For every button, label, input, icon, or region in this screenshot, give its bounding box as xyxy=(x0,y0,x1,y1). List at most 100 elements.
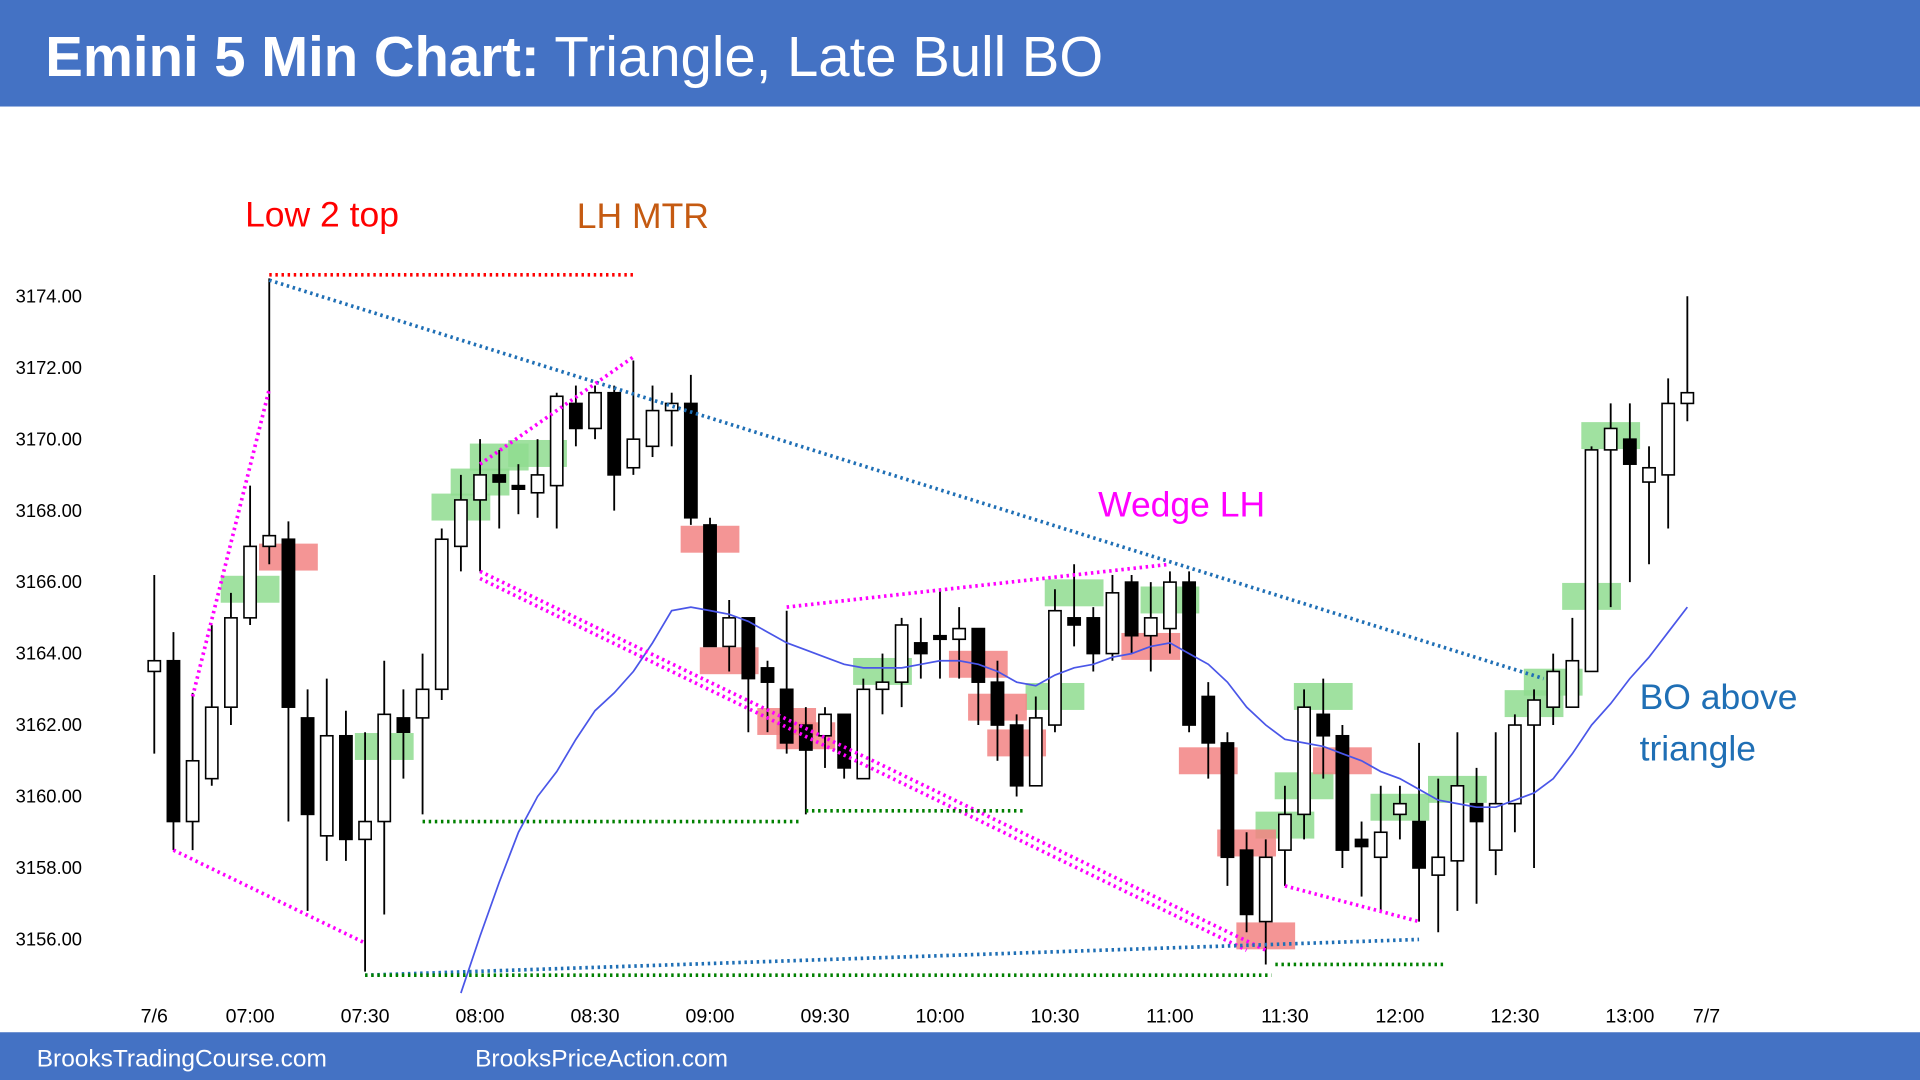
title-rest: Triangle, Late Bull BO xyxy=(554,25,1103,88)
candle-body xyxy=(319,734,334,837)
candle-body xyxy=(990,681,1005,726)
ema-line xyxy=(460,606,1689,994)
candle-body xyxy=(1067,617,1082,626)
candle-body xyxy=(1316,713,1331,737)
trendline xyxy=(1284,884,1420,924)
trendline xyxy=(172,848,366,945)
annotation: Wedge LH xyxy=(1098,485,1265,525)
x-tick-label: 09:30 xyxy=(800,1005,849,1027)
page-title: Emini 5 Min Chart: Triangle, Late Bull BO xyxy=(45,25,1103,88)
candle-body xyxy=(492,474,507,483)
annotation: triangle xyxy=(1640,728,1756,768)
candle-body xyxy=(1354,838,1369,848)
y-tick-label: 3160.00 xyxy=(16,786,82,807)
candle-body xyxy=(377,713,392,823)
candle-body xyxy=(473,474,487,501)
x-tick-label: 7/6 xyxy=(141,1005,168,1027)
candle-body xyxy=(453,499,468,548)
candle-body xyxy=(1412,820,1426,869)
x-tick-label: 12:30 xyxy=(1490,1005,1539,1027)
trendline xyxy=(479,355,635,466)
candle-body xyxy=(875,681,890,691)
candle-body xyxy=(1048,609,1062,726)
y-tick-label: 3156.00 xyxy=(16,929,82,950)
candle-body xyxy=(1392,802,1407,816)
x-tick-label: 12:00 xyxy=(1375,1005,1424,1027)
candle-body xyxy=(683,402,698,519)
y-tick-label: 3170.00 xyxy=(16,428,82,449)
footer-left: BrooksTradingCourse.com xyxy=(37,1046,327,1073)
candle-body xyxy=(1105,592,1120,655)
candle-body xyxy=(1009,724,1024,787)
candle-body xyxy=(952,627,967,641)
candle-body xyxy=(166,659,181,823)
candle-body xyxy=(722,617,737,648)
candle-body xyxy=(224,617,238,708)
candle-body xyxy=(818,713,832,737)
candle-body xyxy=(1163,581,1177,630)
candle-body xyxy=(1565,659,1580,708)
candle-body xyxy=(1622,438,1637,465)
candle-body xyxy=(645,409,660,448)
candle-body xyxy=(415,688,430,719)
y-tick-label: 3164.00 xyxy=(16,643,82,664)
candle-body xyxy=(894,624,909,683)
y-tick-label: 3158.00 xyxy=(16,857,82,878)
candle-body xyxy=(1450,785,1465,862)
x-tick-label: 7/7 xyxy=(1693,1005,1720,1027)
candle-body xyxy=(1488,802,1503,851)
candle-body xyxy=(1201,695,1216,744)
candle-body xyxy=(703,524,717,648)
candle-body xyxy=(1239,849,1254,916)
candle-body xyxy=(300,717,315,816)
candle-body xyxy=(1258,856,1273,923)
candle-body xyxy=(1297,706,1311,816)
x-tick-label: 08:30 xyxy=(571,1005,620,1027)
candle-body xyxy=(1335,734,1350,851)
candle-body xyxy=(1507,724,1522,805)
candle-body xyxy=(1661,402,1676,476)
candle-body xyxy=(1584,449,1599,673)
x-tick-label: 07:30 xyxy=(341,1005,390,1027)
candle-body xyxy=(204,706,219,780)
y-tick-label: 3166.00 xyxy=(16,571,82,592)
candle-body xyxy=(568,402,583,430)
candle-body xyxy=(741,617,756,680)
candle-body xyxy=(971,627,986,683)
candle-body xyxy=(396,717,411,733)
candle-body xyxy=(358,820,372,841)
candle-body xyxy=(779,688,794,744)
candle-body xyxy=(147,659,162,673)
candle-body xyxy=(530,474,545,494)
y-tick-label: 3168.00 xyxy=(16,500,82,521)
trendline xyxy=(479,569,1267,952)
candle-body xyxy=(933,634,947,641)
annotation: BO above xyxy=(1640,677,1798,717)
candle-body xyxy=(1680,391,1695,405)
candle-body xyxy=(549,395,564,487)
candle-body xyxy=(664,402,679,412)
trendline xyxy=(365,937,1420,978)
candle-body xyxy=(1086,617,1101,655)
candle-body xyxy=(1546,670,1561,708)
candle-body xyxy=(1642,466,1656,483)
y-tick-label: 3162.00 xyxy=(16,714,82,735)
candle-body xyxy=(1220,742,1235,859)
title-bold: Emini 5 Min Chart: xyxy=(45,25,539,88)
candle-body xyxy=(243,545,258,619)
candle-body xyxy=(1527,699,1541,726)
x-tick-label: 10:30 xyxy=(1030,1005,1079,1027)
candle-body xyxy=(1373,831,1388,859)
candle-body xyxy=(607,391,622,476)
header-bar xyxy=(0,0,1920,107)
candle-body xyxy=(588,391,602,430)
candle-body xyxy=(760,667,775,683)
candle-body xyxy=(626,438,641,469)
x-tick-label: 07:00 xyxy=(226,1005,275,1027)
candle-body xyxy=(837,713,852,769)
annotation: LH MTR xyxy=(577,196,709,236)
candle-body xyxy=(1431,856,1446,876)
candle-body xyxy=(281,538,296,708)
